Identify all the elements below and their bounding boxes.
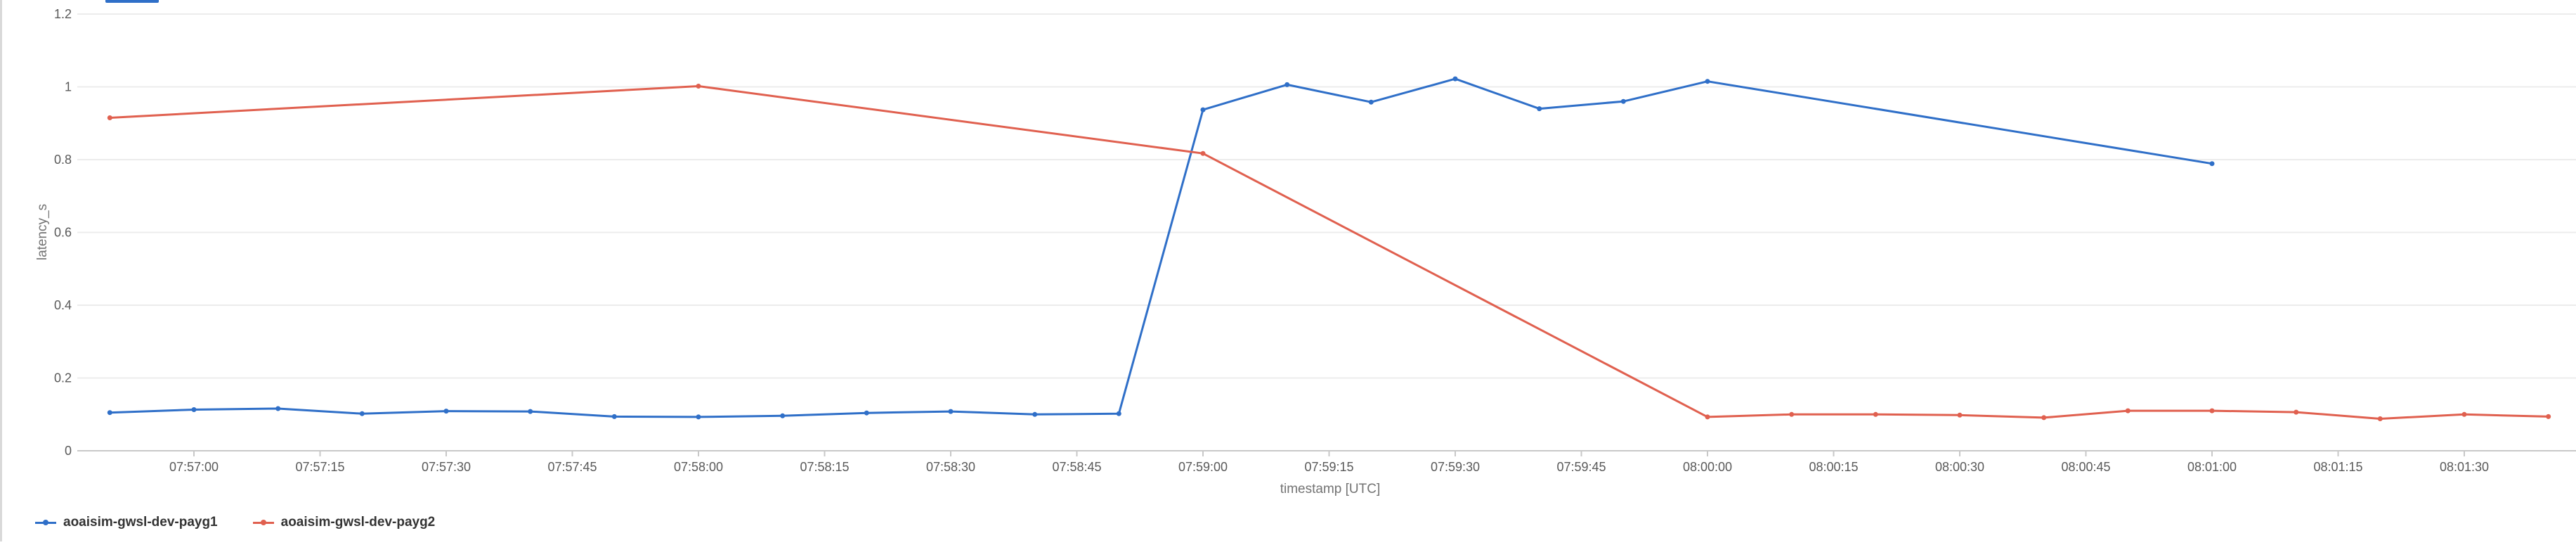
x-tick-label: 07:57:30	[422, 460, 471, 474]
data-point[interactable]	[1873, 411, 1878, 417]
data-point[interactable]	[1200, 150, 1206, 156]
x-tick-label: 07:57:45	[547, 460, 597, 474]
x-tick-label: 07:59:30	[1431, 460, 1480, 474]
x-tick-label: 07:59:00	[1178, 460, 1228, 474]
data-point[interactable]	[1284, 82, 1290, 87]
x-tick-label: 07:58:30	[926, 460, 975, 474]
series-line-1[interactable]	[108, 77, 2213, 418]
active-tab-indicator[interactable]	[105, 0, 159, 3]
data-point[interactable]	[1789, 411, 1795, 417]
x-tick-label: 07:59:15	[1304, 460, 1353, 474]
x-tick-label: 08:01:15	[2313, 460, 2362, 474]
data-point[interactable]	[443, 409, 449, 414]
y-tick-label: 0.8	[54, 153, 72, 167]
x-tick-label: 08:01:00	[2187, 460, 2237, 474]
y-tick-label: 1	[65, 80, 72, 94]
x-tick-label: 08:00:30	[1935, 460, 1984, 474]
x-axis-title: timestamp [UTC]	[1280, 482, 1381, 496]
data-point[interactable]	[780, 413, 786, 418]
x-tick-label: 08:00:15	[1809, 460, 1858, 474]
data-point[interactable]	[1452, 76, 1458, 82]
data-point[interactable]	[2209, 408, 2215, 413]
x-tick-label: 07:58:45	[1052, 460, 1101, 474]
legend-item-series-2[interactable]: aoaisim-gwsl-dev-payg2	[252, 515, 436, 530]
x-tick-label: 07:59:45	[1556, 460, 1606, 474]
data-point[interactable]	[2377, 416, 2383, 421]
data-point[interactable]	[359, 411, 365, 416]
legend-swatch-icon	[35, 519, 56, 525]
data-point[interactable]	[2209, 161, 2215, 167]
data-point[interactable]	[2546, 413, 2551, 419]
x-tick-label: 07:57:15	[295, 460, 344, 474]
x-tick-label: 08:00:00	[1683, 460, 1732, 474]
data-point[interactable]	[1368, 99, 1374, 105]
series-lines	[107, 76, 2551, 421]
data-point[interactable]	[1957, 412, 1963, 418]
legend-item-series-1[interactable]: aoaisim-gwsl-dev-payg1	[35, 515, 218, 530]
data-point[interactable]	[2461, 411, 2467, 417]
y-tick-label: 0.2	[54, 371, 72, 385]
axes: 0 0.2 0.4 0.6 0.8 1 1.2 07:57:00 07:57:15 07:57:3…	[54, 7, 2489, 474]
data-point[interactable]	[696, 414, 701, 420]
x-tick-label: 08:00:45	[2061, 460, 2110, 474]
data-point[interactable]	[1200, 107, 1206, 113]
data-point[interactable]	[1705, 79, 1710, 84]
data-point[interactable]	[275, 406, 281, 411]
y-tick-label: 0.6	[54, 226, 72, 240]
y-tick-label: 1.2	[54, 7, 72, 21]
data-point[interactable]	[1620, 98, 1626, 104]
data-point[interactable]	[611, 413, 617, 419]
data-point[interactable]	[948, 409, 954, 414]
data-point[interactable]	[864, 410, 869, 416]
x-tick-label: 07:57:00	[169, 460, 219, 474]
x-tick-label: 07:58:00	[674, 460, 723, 474]
series-line-2[interactable]	[108, 85, 2550, 420]
data-point[interactable]	[107, 410, 112, 416]
data-point[interactable]	[1537, 106, 1542, 112]
data-point[interactable]	[696, 84, 701, 89]
y-tick-label: 0	[65, 444, 72, 458]
y-tick-label: 0.4	[54, 298, 72, 312]
y-axis-title: latency_s	[35, 204, 50, 260]
data-point[interactable]	[1705, 414, 1710, 420]
data-point[interactable]	[528, 409, 533, 414]
chart-legend: aoaisim-gwsl-dev-payg1 aoaisim-gwsl-dev-…	[35, 515, 435, 530]
data-point[interactable]	[107, 115, 112, 120]
data-point[interactable]	[2125, 408, 2131, 413]
legend-label: aoaisim-gwsl-dev-payg1	[63, 515, 218, 530]
panel-left-border	[0, 0, 2, 541]
data-point[interactable]	[1116, 411, 1121, 416]
data-point[interactable]	[191, 407, 197, 412]
x-tick-label: 07:58:15	[800, 460, 849, 474]
x-tick-label: 08:01:30	[2440, 460, 2489, 474]
data-point[interactable]	[1032, 411, 1038, 417]
gridlines	[77, 13, 2576, 451]
data-point[interactable]	[2041, 415, 2047, 421]
legend-swatch-icon	[252, 519, 274, 525]
legend-label: aoaisim-gwsl-dev-payg2	[280, 515, 436, 530]
data-point[interactable]	[2294, 409, 2299, 415]
